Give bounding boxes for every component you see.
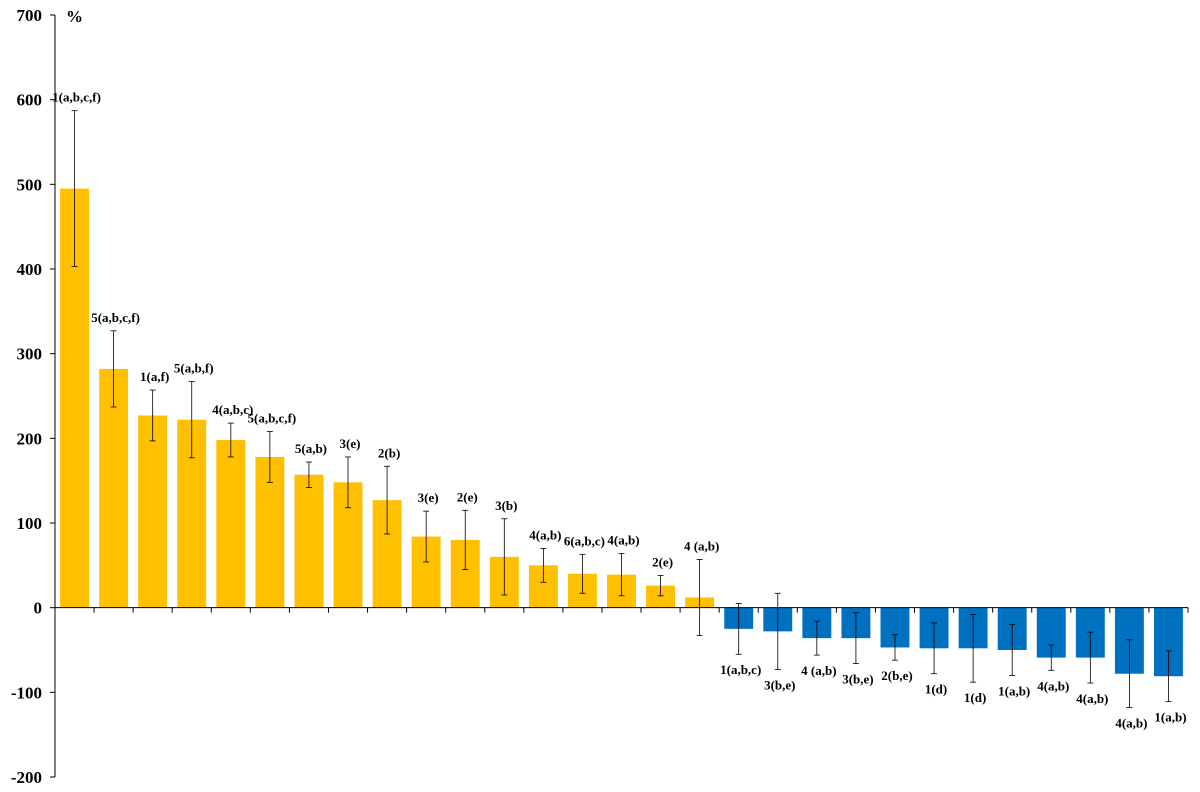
bar-data-label: 2(e) [652,554,673,569]
y-axis: 700 600 500 400 300 200 100 0 -100 -200 [11,6,56,787]
bar-data-label: 4 (a,b) [801,663,836,678]
x-axis [54,607,1189,613]
bar [294,474,324,608]
bar-data-label: 3(b) [495,498,517,513]
bar-data-label: 3(b,e) [764,677,795,692]
y-tick-label: -200 [11,768,42,787]
bar-data-label: 6(a,b,c) [564,533,605,548]
bar-data-label: 1(d) [925,682,947,697]
bar [99,368,129,608]
y-tick-label: 0 [34,599,43,618]
bar-data-label: 2(b,e) [881,668,912,683]
y-tick-label: 100 [17,514,43,533]
y-tick-label: 500 [17,175,43,194]
bar-data-label: 3(b,e) [842,672,873,687]
bar-data-label: 5(a,b,c,f) [91,310,140,325]
bar [646,585,676,608]
bar-data-label: 5(a,b,c,f) [248,411,297,426]
y-tick-label: 600 [17,91,43,110]
bar-data-label: 3(e) [340,436,361,451]
y-tick-label: 200 [17,429,43,448]
bar-data-label: 4(a,b) [1076,691,1108,706]
bar-data-label: 4 (a,b) [684,538,719,553]
bar-data-label: 4(a,b) [1037,678,1069,693]
bar-data-label: 4(a,b,c) [212,402,253,417]
bar-labels: 1(a,b,c,f) 5(a,b,c,f) 1(a,f) 5(a,b,f) 4(a,b,… [52,90,1186,731]
bar-data-label: 1(a,f) [140,369,169,384]
bar-data-label: 1(a,b) [998,683,1030,698]
bar [216,440,246,608]
bar-data-label: 4(a,b) [529,527,561,542]
bar-data-label: 1(a,b,c,f) [52,90,101,105]
bar-data-label: 2(e) [457,489,478,504]
bar-data-label: 5(a,b) [295,441,327,456]
y-tick-label: 700 [17,6,43,25]
y-tick-label: 300 [17,345,43,364]
y-axis-unit-label: % [66,7,83,26]
bar-data-label: 4(a,b) [1115,716,1147,731]
y-tick-label: 400 [17,260,43,279]
bar-data-label: 4(a,b) [607,532,639,547]
bar-data-label: 1(a,b,c) [720,662,761,677]
bar-data-label: 3(e) [418,490,439,505]
bar-data-label: 5(a,b,f) [174,361,214,376]
bar [138,415,168,608]
bar-data-label: 1(a,b) [1154,710,1186,725]
bar-data-label: 1(d) [964,690,986,705]
y-tick-label: -100 [11,683,42,702]
bar-data-label: 2(b) [378,445,400,460]
bars [60,110,1183,708]
